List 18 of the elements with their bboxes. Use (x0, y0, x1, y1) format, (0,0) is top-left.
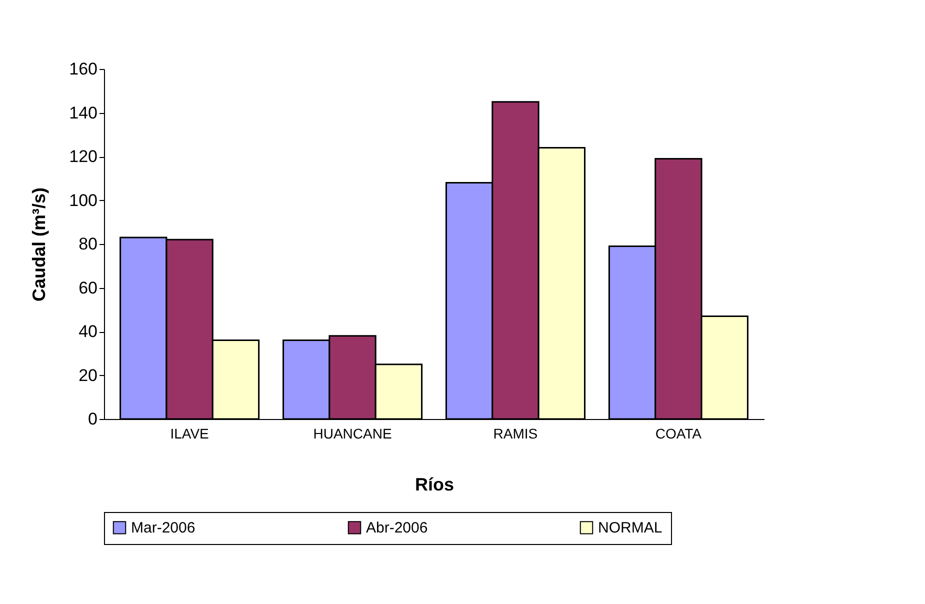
y-axis-title: Caudal (m³/s) (29, 187, 50, 302)
y-tick-label: 60 (78, 278, 98, 298)
x-tick-label: HUANCANE (313, 426, 392, 442)
y-tick-label: 140 (69, 103, 98, 122)
y-tick-label: 80 (78, 234, 98, 254)
y-tick-label: 0 (88, 410, 98, 428)
y-tick-label: 20 (78, 366, 98, 385)
y-tick-label: 160 (69, 60, 98, 78)
y-tick-label: 100 (69, 190, 98, 210)
y-tick-label: 120 (69, 147, 98, 166)
legend-label: Abr-2006 (366, 520, 428, 537)
x-tick-label: COATA (655, 426, 702, 442)
x-tick-label: RAMIS (493, 426, 538, 442)
legend-label: NORMAL (598, 520, 662, 537)
x-axis-title: Ríos (414, 474, 454, 494)
legend-label: Mar-2006 (131, 520, 196, 537)
x-tick-label: ILAVE (170, 426, 209, 442)
y-tick-label: 40 (78, 322, 98, 341)
